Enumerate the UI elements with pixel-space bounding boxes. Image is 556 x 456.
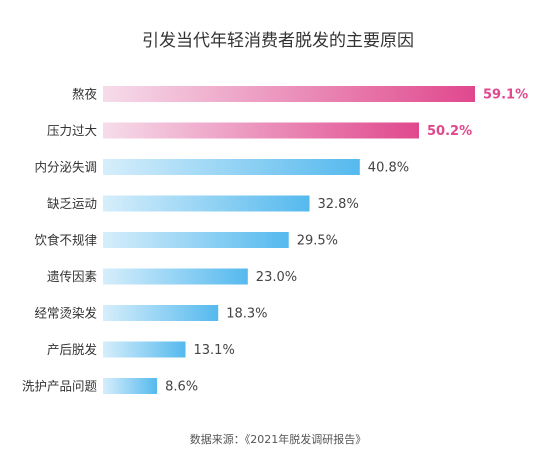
category-label: 压力过大 [47, 123, 97, 138]
value-label: 32.8% [318, 197, 359, 212]
bar [103, 86, 475, 102]
bar [103, 159, 360, 175]
value-label: 59.1% [483, 88, 528, 103]
category-label: 洗护产品问题 [22, 379, 98, 394]
category-label: 产后脱发 [47, 342, 98, 357]
category-label: 饮食不规律 [34, 233, 97, 248]
bar [103, 341, 186, 358]
value-label: 13.1% [194, 343, 235, 358]
value-label: 8.6% [165, 380, 198, 395]
category-label: 内分泌失调 [34, 160, 97, 175]
category-label: 经常烫染发 [34, 306, 97, 321]
chart-title: 引发当代年轻消费者脱发的主要原因 [142, 31, 414, 51]
chart-source: 数据来源：《2021年脱发调研报告》 [190, 432, 367, 446]
value-label: 18.3% [226, 307, 267, 322]
value-label: 40.8% [368, 161, 409, 176]
category-label: 熬夜 [72, 87, 98, 102]
bar [103, 268, 248, 285]
bar [103, 122, 419, 139]
value-label: 23.0% [256, 270, 297, 285]
value-label: 29.5% [297, 234, 338, 249]
bar [103, 195, 310, 212]
bars-layer: 熬夜 59.1% 压力过大 50.2% 内分泌失调 40.8% 缺乏运动 32.8% 饮食不规律… [22, 86, 528, 395]
bar [103, 305, 219, 321]
category-label: 遗传因素 [47, 269, 97, 284]
bar [103, 232, 289, 248]
value-label: 50.2% [427, 124, 472, 139]
category-label: 缺乏运动 [47, 196, 97, 211]
bar [103, 378, 158, 394]
